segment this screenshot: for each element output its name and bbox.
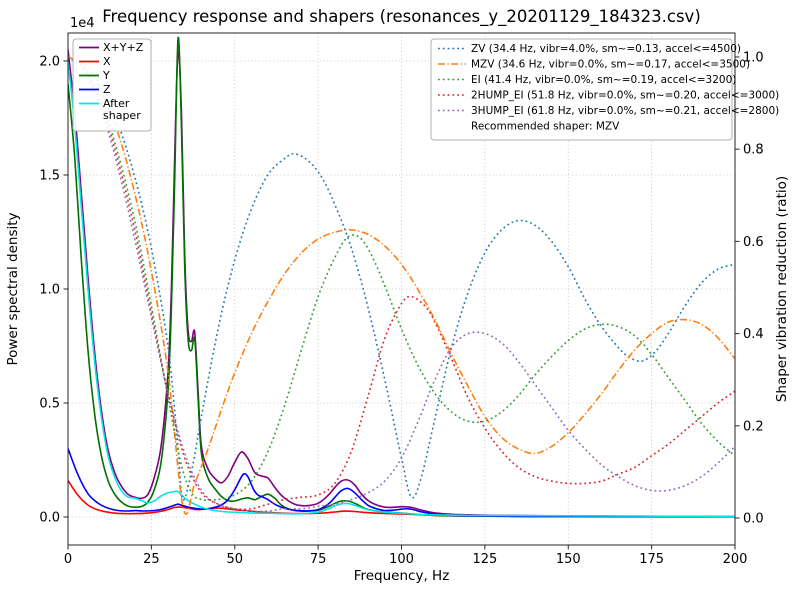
- psd-series-x-y-z: [68, 49, 735, 518]
- left-y-tick-label: 0.0: [39, 511, 60, 526]
- left-y-tick-label: 0.5: [39, 397, 60, 412]
- right-y-tick-label: 0.0: [743, 511, 764, 526]
- legend-psd-label-3: Z: [103, 83, 111, 96]
- legend-shapers-label-2: EI (41.4 Hz, vibr=0.0%, sm~=0.19, accel<…: [471, 74, 736, 86]
- legend-psd-label-line: After: [103, 97, 130, 110]
- left-y-tick-label: 1.0: [39, 283, 60, 298]
- left-y-axis-label: Power spectral density: [5, 212, 21, 365]
- x-tick-label: 125: [472, 552, 497, 567]
- chart-title: Frequency response and shapers (resonanc…: [102, 7, 701, 27]
- legend-recommended-shaper: Recommended shaper: MZV: [471, 121, 620, 133]
- shaper-series-2hump-ei: [68, 56, 735, 511]
- x-tick-label: 25: [143, 552, 160, 567]
- left-y-tick-label: 1.5: [39, 168, 60, 183]
- left-y-tick-label: 2.0: [39, 54, 60, 69]
- legend-psd-label-line: shaper: [103, 109, 141, 122]
- legend-shapers-label-4: 3HUMP_EI (61.8 Hz, vibr=0.0%, sm~=0.21, …: [471, 105, 779, 117]
- shaper-series-ei: [68, 56, 735, 502]
- right-y-tick-label: 0.8: [743, 143, 764, 158]
- legend-shapers: ZV (34.4 Hz, vibr=4.0%, sm~=0.13, accel<…: [430, 38, 779, 141]
- x-tick-label: 100: [389, 552, 414, 567]
- x-tick-label: 175: [639, 552, 664, 567]
- x-tick-label: 75: [310, 552, 327, 567]
- legend-shapers-label-3: 2HUMP_EI (51.8 Hz, vibr=0.0%, sm~=0.20, …: [471, 90, 779, 102]
- legend-psd-label-4: After shaper: [103, 97, 141, 122]
- right-y-tick-label: 0.6: [743, 235, 764, 250]
- right-y-tick-label: 0.4: [743, 327, 764, 342]
- x-tick-label: 200: [723, 552, 748, 567]
- tick-marks: [63, 56, 740, 550]
- right-y-tick-label: 1.0: [743, 50, 764, 65]
- psd-series-z: [68, 448, 735, 518]
- right-y-axis-label: Shaper vibration reduction (ratio): [774, 176, 790, 402]
- x-tick-label: 150: [556, 552, 581, 567]
- x-axis-label: Frequency, Hz: [354, 568, 450, 584]
- x-tick-label: 50: [226, 552, 243, 567]
- legend-psd-label-0: X+Y+Z: [103, 41, 144, 54]
- legend-shapers-label-0: ZV (34.4 Hz, vibr=4.0%, sm~=0.13, accel<…: [471, 43, 741, 55]
- plot-area: [68, 36, 735, 518]
- legend-psd-label-1: X: [103, 55, 111, 68]
- shaper-series-mzv: [68, 56, 735, 515]
- right-y-tick-label: 0.2: [743, 419, 764, 434]
- psd-series-after-shaper: [68, 60, 735, 518]
- legend-psd-label-2: Y: [102, 69, 110, 82]
- x-tick-label: 0: [64, 552, 72, 567]
- legend-shapers-box: [430, 38, 733, 141]
- tick-labels: 0 25 50 75 100 125 150 175 200 0.0 0.5 1.0 1.5 2.0 0.0…: [39, 50, 763, 567]
- left-axis-offset-text: 1e4: [70, 16, 95, 31]
- legend-shapers-label-1: MZV (34.6 Hz, vibr=0.0%, sm~=0.17, accel…: [471, 59, 750, 71]
